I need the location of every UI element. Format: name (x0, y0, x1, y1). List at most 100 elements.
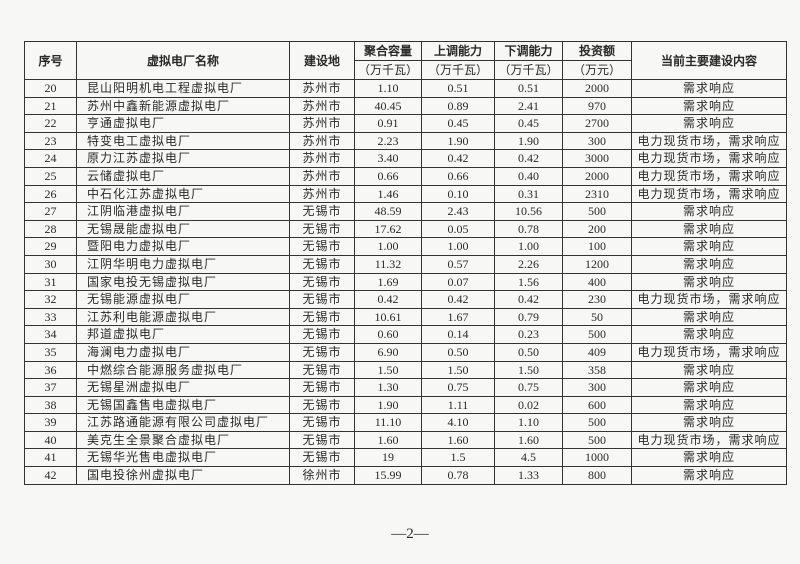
cell-name: 海澜电力虚拟电厂 (76, 342, 290, 362)
cell-down: 10.56 (494, 202, 563, 221)
table-row: 32 无锡能源虚拟电厂 无锡市 0.42 0.42 0.42 230 电力现货市场，需求响应 (24, 290, 787, 309)
cell-up: 0.75 (421, 378, 495, 397)
cell-location: 无锡市 (289, 290, 355, 309)
cell-up: 0.78 (421, 466, 495, 485)
cell-content: 需求响应 (631, 114, 787, 133)
cell-location: 无锡市 (289, 202, 355, 221)
cell-investment: 970 (562, 96, 632, 116)
cell-capacity: 11.32 (354, 254, 422, 274)
cell-down: 1.00 (494, 237, 563, 256)
cell-name: 昆山阳明机电工程虚拟电厂 (76, 79, 290, 98)
cell-no: 41 (24, 448, 77, 468)
table-row: 39 江苏路通能源有限公司虚拟电厂 无锡市 11.10 4.10 1.10 500 需求响应 (24, 413, 787, 432)
cell-no: 40 (24, 430, 77, 450)
table-row: 20 昆山阳明机电工程虚拟电厂 苏州市 1.10 0.51 0.51 2000 需求响应 (24, 79, 787, 98)
table-row: 33 江苏利电能源虚拟电厂 无锡市 10.61 1.67 0.79 50 需求响应 (24, 307, 787, 327)
cell-no: 39 (24, 413, 77, 432)
table-row: 35 海澜电力虚拟电厂 无锡市 6.90 0.50 0.50 409 电力现货市场，需求响应 (24, 342, 787, 362)
cell-investment: 358 (562, 360, 632, 380)
cell-up: 2.43 (421, 202, 495, 221)
cell-down: 0.78 (494, 219, 563, 239)
table-row: 31 国家电投无锡虚拟电厂 无锡市 1.69 0.07 1.56 400 需求响应 (24, 272, 787, 292)
cell-investment: 300 (562, 378, 632, 397)
cell-investment: 500 (562, 202, 632, 221)
cell-capacity: 11.10 (354, 413, 422, 432)
page-number: —2— (391, 526, 429, 542)
cell-name: 无锡星洲虚拟电厂 (76, 378, 290, 397)
cell-down: 0.42 (494, 149, 563, 168)
cell-down: 1.50 (494, 360, 563, 380)
cell-capacity: 6.90 (354, 342, 422, 362)
cell-capacity: 1.00 (354, 237, 422, 256)
cell-content: 需求响应 (631, 307, 787, 327)
cell-location: 无锡市 (289, 272, 355, 292)
cell-name: 江阴华明电力虚拟电厂 (76, 254, 290, 274)
cell-investment: 300 (562, 131, 632, 151)
cell-capacity: 3.40 (354, 149, 422, 168)
cell-investment: 1200 (562, 254, 632, 274)
cell-no: 38 (24, 395, 77, 415)
cell-down: 4.5 (494, 448, 563, 468)
cell-no: 31 (24, 272, 77, 292)
table-row: 30 江阴华明电力虚拟电厂 无锡市 11.32 0.57 2.26 1200 需求响应 (24, 254, 787, 274)
cell-down: 0.40 (494, 166, 563, 186)
cell-capacity: 1.60 (354, 430, 422, 450)
cell-content: 需求响应 (631, 325, 787, 344)
cell-capacity: 10.61 (354, 307, 422, 327)
cell-capacity: 2.23 (354, 131, 422, 151)
cell-name: 美克生全景聚合虚拟电厂 (76, 430, 290, 450)
cell-investment: 500 (562, 325, 632, 344)
cell-capacity: 1.10 (354, 79, 422, 98)
cell-no: 20 (24, 79, 77, 98)
cell-content: 需求响应 (631, 254, 787, 274)
cell-investment: 409 (562, 342, 632, 362)
cell-investment: 3000 (562, 149, 632, 168)
cell-location: 苏州市 (289, 166, 355, 186)
cell-investment: 2000 (562, 166, 632, 186)
cell-location: 苏州市 (289, 96, 355, 116)
cell-down: 0.79 (494, 307, 563, 327)
cell-capacity: 17.62 (354, 219, 422, 239)
cell-name: 江苏利电能源虚拟电厂 (76, 307, 290, 327)
cell-location: 无锡市 (289, 254, 355, 274)
cell-location: 无锡市 (289, 237, 355, 256)
header-row: 序号 虚拟电厂名称 建设地 聚合容量 上调能力 下调能力 投资额 当前主要建设内… (24, 41, 787, 80)
cell-content: 电力现货市场，需求响应 (631, 149, 787, 168)
cell-content: 需求响应 (631, 272, 787, 292)
cell-no: 37 (24, 378, 77, 397)
header-name: 虚拟电厂名称 (76, 41, 290, 80)
virtual-power-plant-table: 序号 虚拟电厂名称 建设地 聚合容量 上调能力 下调能力 投资额 当前主要建设内… (24, 41, 787, 485)
cell-investment: 2700 (562, 114, 632, 133)
unit-investment: （万元） (562, 60, 632, 80)
cell-up: 0.45 (421, 114, 495, 133)
cell-down: 0.50 (494, 342, 563, 362)
cell-no: 30 (24, 254, 77, 274)
cell-investment: 800 (562, 466, 632, 485)
cell-investment: 600 (562, 395, 632, 415)
cell-content: 电力现货市场，需求响应 (631, 290, 787, 309)
cell-down: 0.02 (494, 395, 563, 415)
cell-investment: 2000 (562, 79, 632, 98)
cell-content: 需求响应 (631, 378, 787, 397)
cell-no: 26 (24, 184, 77, 204)
cell-location: 苏州市 (289, 114, 355, 133)
cell-up: 1.5 (421, 448, 495, 468)
cell-no: 22 (24, 114, 77, 133)
cell-up: 0.57 (421, 254, 495, 274)
cell-no: 36 (24, 360, 77, 380)
cell-up: 0.05 (421, 219, 495, 239)
cell-location: 徐州市 (289, 466, 355, 485)
table-row: 38 无锡国鑫售电虚拟电厂 无锡市 1.90 1.11 0.02 600 需求响应 (24, 395, 787, 415)
cell-name: 无锡国鑫售电虚拟电厂 (76, 395, 290, 415)
table-row: 29 暨阳电力虚拟电厂 无锡市 1.00 1.00 1.00 100 需求响应 (24, 237, 787, 256)
cell-content: 需求响应 (631, 79, 787, 98)
table-row: 28 无锡晟能虚拟电厂 无锡市 17.62 0.05 0.78 200 需求响应 (24, 219, 787, 239)
cell-content: 电力现货市场，需求响应 (631, 131, 787, 151)
cell-up: 0.66 (421, 166, 495, 186)
cell-location: 苏州市 (289, 79, 355, 98)
table-row: 23 特变电工虚拟电厂 苏州市 2.23 1.90 1.90 300 电力现货市场，需求响应 (24, 131, 787, 151)
table-row: 42 国电投徐州虚拟电厂 徐州市 15.99 0.78 1.33 800 需求响应 (24, 466, 787, 485)
cell-investment: 1000 (562, 448, 632, 468)
cell-location: 无锡市 (289, 413, 355, 432)
cell-name: 江阴临港虚拟电厂 (76, 202, 290, 221)
